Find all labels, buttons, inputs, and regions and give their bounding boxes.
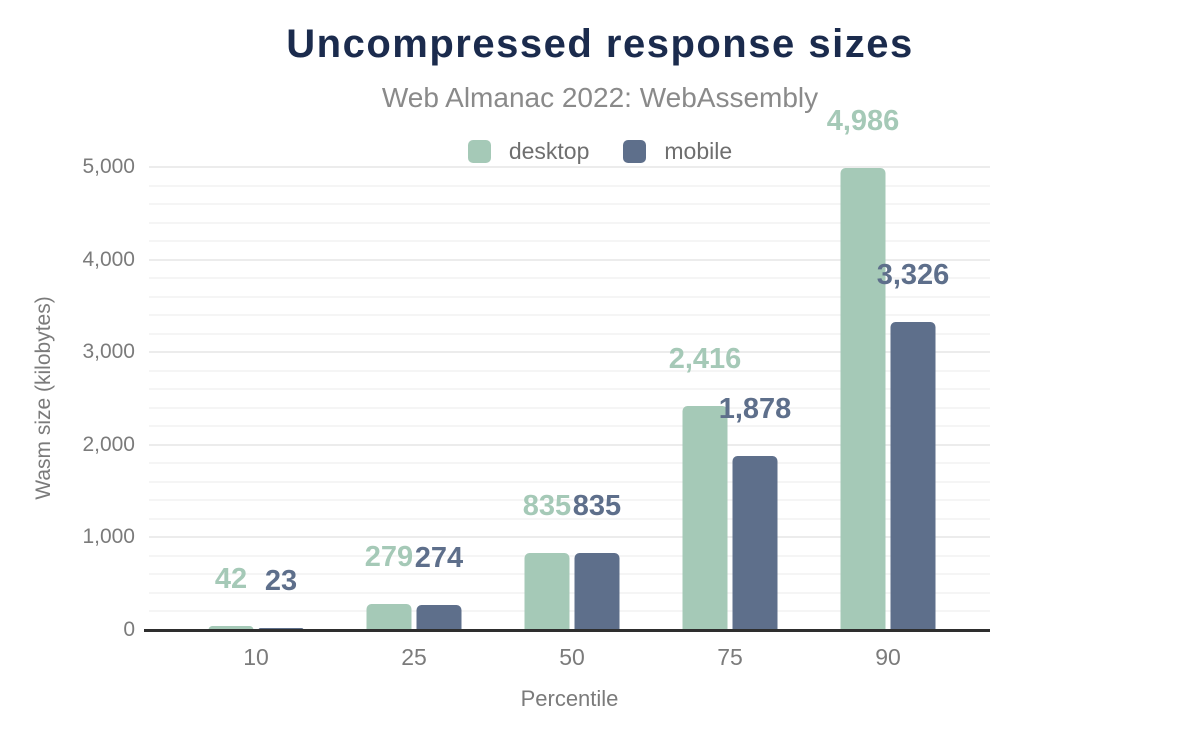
chart-title: Uncompressed response sizes xyxy=(286,22,914,66)
gridline xyxy=(149,517,990,520)
bar-value-label-mobile-p25: 274 xyxy=(414,541,464,574)
gridline xyxy=(149,203,990,206)
legend-label: mobile xyxy=(664,138,733,164)
gridline xyxy=(149,462,990,465)
bar-desktop-p10[interactable] xyxy=(208,626,254,630)
gridline xyxy=(149,536,990,539)
x-tick-label: 10 xyxy=(243,644,269,670)
gridline xyxy=(149,184,990,187)
x-tick-label: 25 xyxy=(401,644,427,670)
y-tick-label: 2,000 xyxy=(82,432,135,456)
gridline xyxy=(149,277,990,280)
gridline xyxy=(149,573,990,576)
bar-value-label-desktop-p10: 42 xyxy=(214,563,248,596)
plot-area: 0 1,000 2,000 3,000 4,000 5,000 42 23 10 279 274 25… xyxy=(82,107,990,670)
bar-group-p50: 835 835 50 xyxy=(522,167,622,670)
x-tick-label: 75 xyxy=(717,644,743,670)
gridline xyxy=(149,221,990,224)
gridline xyxy=(149,554,990,557)
gridline xyxy=(149,499,990,502)
bar-value-label-desktop-p50: 835 xyxy=(522,489,572,522)
bar-desktop-p25[interactable] xyxy=(366,604,412,630)
bar-value-label-mobile-p90: 3,326 xyxy=(876,259,950,292)
y-tick-label: 5,000 xyxy=(82,155,135,178)
bar-mobile-p90[interactable] xyxy=(890,322,936,630)
bar-group-p10: 42 23 10 xyxy=(208,167,304,670)
chart-subtitle: Web Almanac 2022: WebAssembly xyxy=(381,82,819,113)
bar-value-label-mobile-p50: 835 xyxy=(572,489,622,522)
bar-mobile-p25[interactable] xyxy=(416,604,462,630)
bar-group-p90: 4,986 3,326 90 xyxy=(827,107,950,670)
gridline xyxy=(149,258,990,261)
bar-value-label-desktop-p75: 2,416 xyxy=(668,343,742,376)
gridline xyxy=(149,610,990,613)
legend-swatch-desktop xyxy=(467,140,491,163)
bar-mobile-p75[interactable] xyxy=(732,456,778,630)
gridline xyxy=(149,369,990,372)
gridline xyxy=(149,295,990,298)
x-tick-label: 50 xyxy=(559,644,585,670)
bar-desktop-p75[interactable] xyxy=(682,406,728,630)
gridline xyxy=(149,443,990,446)
y-tick-label: 1,000 xyxy=(82,525,135,549)
gridline xyxy=(149,480,990,483)
gridline xyxy=(149,425,990,428)
legend-label: desktop xyxy=(508,138,590,164)
x-axis-line xyxy=(144,628,990,632)
legend-item-mobile[interactable]: mobile xyxy=(623,138,732,165)
bar-value-label-desktop-p25: 279 xyxy=(364,541,414,574)
legend: desktop mobile xyxy=(0,138,1200,165)
bar-value-label-mobile-p75: 1,878 xyxy=(718,393,792,426)
gridline xyxy=(149,240,990,243)
gridline xyxy=(149,332,990,335)
bar-desktop-p90[interactable] xyxy=(840,168,886,630)
bar-value-label-mobile-p10: 23 xyxy=(264,564,298,597)
legend-swatch-mobile xyxy=(623,140,647,163)
y-tick-label: 0 xyxy=(123,618,135,641)
y-tick-label: 4,000 xyxy=(82,247,135,271)
gridline xyxy=(149,406,990,409)
bar-value-label-desktop-p90: 4,986 xyxy=(826,105,900,138)
gridline xyxy=(149,314,990,317)
x-tick-label: 90 xyxy=(875,644,901,670)
gridline xyxy=(149,166,990,168)
bar-group-p25: 279 274 25 xyxy=(364,167,464,670)
y-tick-label: 3,000 xyxy=(82,340,135,364)
legend-item-desktop[interactable]: desktop xyxy=(467,138,590,165)
x-axis-title: Percentile xyxy=(520,686,619,711)
gridline xyxy=(149,351,990,354)
bar-group-p75: 2,416 1,878 75 xyxy=(669,167,792,670)
gridline xyxy=(149,388,990,391)
bar-desktop-p50[interactable] xyxy=(524,552,570,630)
bar-mobile-p50[interactable] xyxy=(574,552,620,630)
y-axis-title-text: Wasm size (kilobytes) xyxy=(32,296,55,500)
gridline xyxy=(149,591,990,594)
